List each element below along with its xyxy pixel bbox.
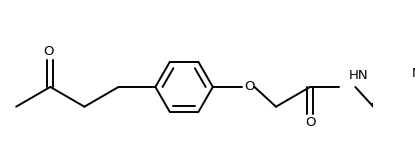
- Text: HN: HN: [349, 69, 369, 82]
- Text: O: O: [305, 116, 315, 129]
- Text: O: O: [43, 44, 54, 58]
- Text: N: N: [412, 67, 415, 80]
- Text: O: O: [244, 80, 254, 93]
